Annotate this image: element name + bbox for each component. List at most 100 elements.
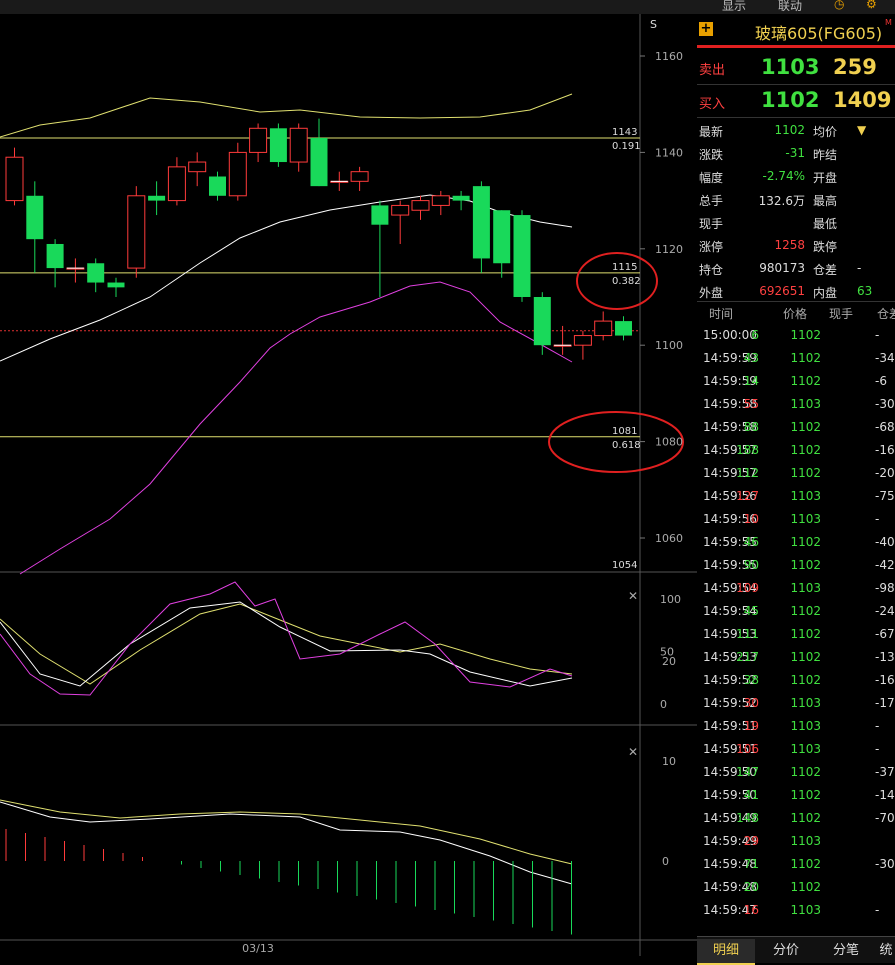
chart-overlays xyxy=(0,93,684,935)
trade-row: 14:59:50 1102 147 -37 xyxy=(697,761,895,784)
trade-price: 1103 xyxy=(790,581,821,595)
trade-row: 14:59:52 1103 30 -17 xyxy=(697,692,895,715)
trade-price: 1103 xyxy=(790,489,821,503)
quote-value: 63 xyxy=(857,284,873,298)
trade-row: 14:59:59 1102 43 -34 xyxy=(697,347,895,370)
quote-value: -31 xyxy=(785,146,805,160)
trade-time: 14:59:50 xyxy=(703,788,757,802)
macd-axis-label: 0 xyxy=(662,855,669,868)
kdj-axis-label: 0 xyxy=(660,698,667,711)
date-label: 03/13 xyxy=(242,942,274,955)
annotation-circle xyxy=(576,252,658,310)
trade-oi-change: -17 xyxy=(875,696,895,710)
trade-time: 14:59:55 xyxy=(703,535,757,549)
trade-price: 1103 xyxy=(790,696,821,710)
toolbar-link-menu[interactable]: 联动 xyxy=(778,0,803,13)
price-axis-label: 1080 xyxy=(655,436,683,449)
divider xyxy=(697,117,895,118)
trade-row: 14:59:52 1102 38 -16 xyxy=(697,669,895,692)
fib-ratio-label: 0.618 xyxy=(612,440,641,451)
buy-label: 买入 xyxy=(699,97,726,112)
low-price-label: 1054 xyxy=(612,560,637,571)
macd-close-icon[interactable]: ✕ xyxy=(628,745,638,759)
trade-price: 1103 xyxy=(790,719,821,733)
kline-chart[interactable]: 1160 1140 1120 1100 1080 1060 1143 0.191 1115 0.3… xyxy=(0,14,697,956)
fib-price-label: 1115 xyxy=(612,262,637,273)
sub-window-button[interactable]: S xyxy=(650,18,657,31)
quote-label: 内盘 xyxy=(813,286,838,300)
settings-icon[interactable]: ⚙ xyxy=(866,0,877,11)
trade-volume: 19 xyxy=(743,719,759,733)
trade-volume: 10 xyxy=(743,512,759,526)
trade-row: 14:59:56 1103 127 -75 xyxy=(697,485,895,508)
trade-oi-change: - xyxy=(875,903,880,917)
trade-price: 1102 xyxy=(790,558,821,572)
price-axis-label: 1100 xyxy=(655,339,683,352)
quote-value: - xyxy=(857,261,862,275)
trade-oi-change: -24 xyxy=(875,604,895,618)
trade-price: 1102 xyxy=(790,880,821,894)
trade-time: 14:59:48 xyxy=(703,880,757,894)
trade-time: 14:59:51 xyxy=(703,742,757,756)
axis-labels: 1160 1140 1120 1100 1080 1060 1143 0.191 1115 0.3… xyxy=(612,50,683,956)
trade-price: 1102 xyxy=(790,650,821,664)
macd-dea xyxy=(0,799,573,865)
trade-volume: 71 xyxy=(743,857,759,871)
quote-label: 幅度 xyxy=(699,171,724,185)
quote-label: 现手 xyxy=(699,217,724,231)
quote-label: 跌停 xyxy=(813,240,838,254)
trade-oi-change: -68 xyxy=(875,420,895,434)
price-axis-label: 1120 xyxy=(655,243,683,256)
trade-row: 14:59:53 1102 111 -67 xyxy=(697,623,895,646)
trade-oi-change: - xyxy=(875,719,880,733)
trade-row: 14:59:57 1102 112 -20 xyxy=(697,462,895,485)
candle-body xyxy=(167,166,186,202)
quote-row: 外盘 692651 内盘 63 xyxy=(697,280,895,303)
quote-label: 均价 xyxy=(813,125,838,139)
trade-price: 1102 xyxy=(790,811,821,825)
trade-oi-change: -67 xyxy=(875,627,895,641)
trade-price: 1102 xyxy=(790,466,821,480)
trade-time: 14:59:48 xyxy=(703,857,757,871)
trade-price: 1102 xyxy=(790,351,821,365)
candle-body xyxy=(26,195,44,240)
tab-detail[interactable]: 明细 xyxy=(697,939,755,965)
quote-row: 总手 132.6万 最高 xyxy=(697,188,895,211)
trade-price: 1103 xyxy=(790,512,821,526)
add-icon[interactable]: + xyxy=(699,21,713,36)
trade-time: 14:59:51 xyxy=(703,719,757,733)
clock-icon[interactable]: ◷ xyxy=(834,0,845,11)
tab-tick[interactable]: 分笔 xyxy=(832,943,859,958)
trade-time: 14:59:49 xyxy=(703,834,757,848)
tab-stats[interactable]: 统 xyxy=(879,943,893,958)
trade-oi-change: -42 xyxy=(875,558,895,572)
symbol-bar: + 玻璃605(FG605) M xyxy=(697,14,895,44)
trade-volume: 109 xyxy=(736,581,759,595)
trade-volume: 106 xyxy=(736,742,759,756)
trade-time: 14:59:47 xyxy=(703,903,757,917)
toolbar-display-menu[interactable]: 显示 xyxy=(722,0,747,13)
buy-price: 1102 xyxy=(761,88,820,112)
trade-row: 14:59:58 1102 88 -68 xyxy=(697,416,895,439)
trade-time: 14:59:54 xyxy=(703,604,757,618)
trade-time: 14:59:52 xyxy=(703,673,757,687)
buy-row: 买入 1102 1409 xyxy=(697,85,895,117)
candle-body xyxy=(310,137,328,187)
col-price: 价格 xyxy=(783,307,808,321)
trade-oi-change: -34 xyxy=(875,351,895,365)
detail-tabs: 明细 分价 分笔 统 xyxy=(697,936,895,965)
kdj-j xyxy=(0,581,573,696)
candles xyxy=(5,118,632,360)
trade-row: 14:59:49 1103 29 xyxy=(697,830,895,853)
trade-volume: 127 xyxy=(736,489,759,503)
trade-volume: 38 xyxy=(743,673,759,687)
tab-price-dist[interactable]: 分价 xyxy=(772,943,799,958)
symbol-title[interactable]: 玻璃605(FG605) xyxy=(755,24,883,43)
trade-volume: 45 xyxy=(743,604,759,618)
candle-body xyxy=(350,171,369,182)
quote-label: 开盘 xyxy=(813,171,838,185)
trade-price: 1103 xyxy=(790,903,821,917)
trade-price: 1102 xyxy=(790,765,821,779)
trade-row: 14:59:48 1102 71 -30 xyxy=(697,853,895,876)
kdj-close-icon[interactable]: ✕ xyxy=(628,589,638,603)
